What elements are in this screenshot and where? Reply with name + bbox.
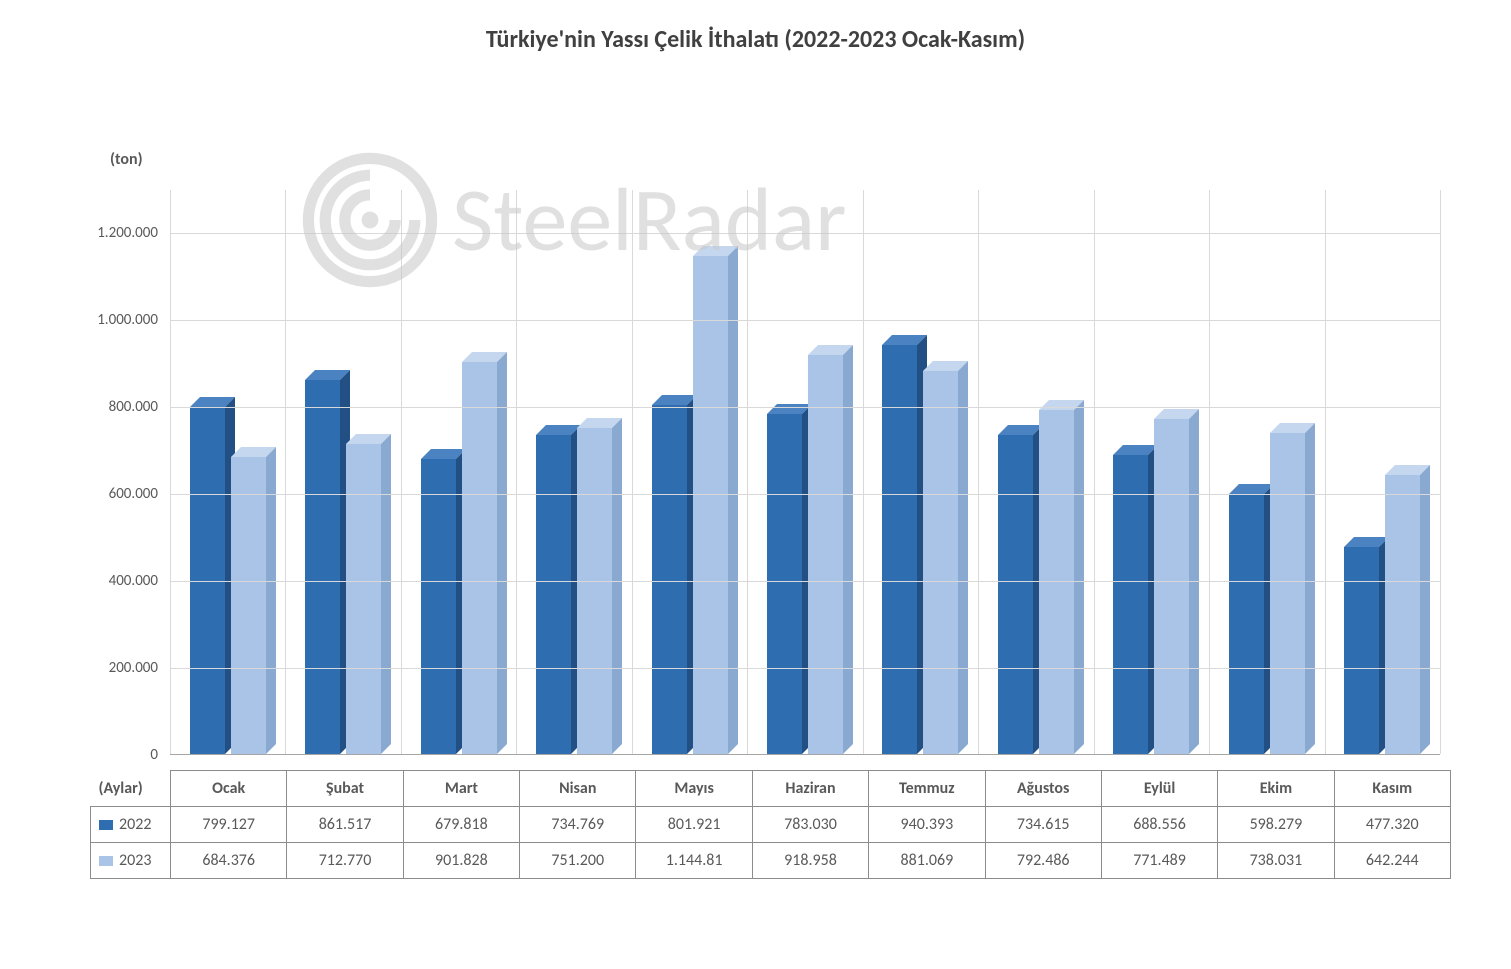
table-cell: 771.489 [1101, 843, 1217, 879]
bar [1385, 475, 1420, 754]
table-header-month: Ocak [171, 771, 287, 807]
bar [421, 459, 456, 754]
table-header-month: Temmuz [869, 771, 985, 807]
legend-swatch-icon [99, 856, 113, 866]
category-gridline [978, 190, 979, 754]
table-cell: 734.615 [985, 807, 1101, 843]
gridline [170, 581, 1440, 582]
table-cell: 792.486 [985, 843, 1101, 879]
data-table: (Aylar)OcakŞubatMartNisanMayısHaziranTem… [90, 770, 1451, 879]
bar [536, 435, 571, 754]
bar [693, 256, 728, 754]
bar [1344, 547, 1379, 754]
table-cell: 861.517 [287, 807, 403, 843]
category-gridline [1440, 190, 1441, 754]
bar [1113, 455, 1148, 754]
bar [1270, 433, 1305, 754]
table-header-month: Mart [403, 771, 519, 807]
category-gridline [285, 190, 286, 754]
table-cell: 918.958 [752, 843, 868, 879]
y-tick-label: 400.000 [109, 572, 170, 590]
table-cell: 712.770 [287, 843, 403, 879]
bar [577, 428, 612, 754]
table-header-month: Eylül [1101, 771, 1217, 807]
category-gridline [516, 190, 517, 754]
plot-area: 0200.000400.000600.000800.0001.000.0001.… [170, 190, 1440, 755]
bar [462, 362, 497, 754]
category-gridline [747, 190, 748, 754]
gridline [170, 233, 1440, 234]
table-header-month: Ekim [1218, 771, 1334, 807]
bar [346, 444, 381, 754]
table-header-month: Haziran [752, 771, 868, 807]
table-cell: 684.376 [171, 843, 287, 879]
gridline [170, 494, 1440, 495]
table-header-months-label: (Aylar) [91, 771, 171, 807]
y-tick-label: 600.000 [109, 485, 170, 503]
table-cell: 598.279 [1218, 807, 1334, 843]
y-tick-label: 1.000.000 [97, 311, 170, 329]
category-gridline [170, 190, 171, 754]
table-cell: 738.031 [1218, 843, 1334, 879]
table-header-month: Kasım [1334, 771, 1450, 807]
bars-layer [170, 190, 1440, 754]
chart-container: Türkiye'nin Yassı Çelik İthalatı (2022-2… [0, 0, 1511, 969]
series-legend-cell: 2022 [91, 807, 171, 843]
table-cell: 901.828 [403, 843, 519, 879]
y-tick-label: 800.000 [109, 398, 170, 416]
y-tick-label: 0 [150, 746, 170, 764]
table-row: 2022799.127861.517679.818734.769801.9217… [91, 807, 1451, 843]
table-cell: 751.200 [520, 843, 636, 879]
table-cell: 679.818 [403, 807, 519, 843]
chart-title: Türkiye'nin Yassı Çelik İthalatı (2022-2… [0, 25, 1511, 54]
gridline [170, 320, 1440, 321]
bar [923, 371, 958, 754]
bar [305, 380, 340, 754]
table-cell: 688.556 [1101, 807, 1217, 843]
category-gridline [632, 190, 633, 754]
category-gridline [1209, 190, 1210, 754]
series-legend-cell: 2023 [91, 843, 171, 879]
bar [808, 355, 843, 754]
series-name: 2022 [119, 815, 151, 834]
y-axis-unit-label: (ton) [110, 150, 143, 169]
table-cell: 642.244 [1334, 843, 1450, 879]
y-tick-label: 200.000 [109, 659, 170, 677]
bar [1154, 419, 1189, 754]
table-header-month: Ağustos [985, 771, 1101, 807]
bar [1229, 494, 1264, 754]
gridline [170, 668, 1440, 669]
category-gridline [1325, 190, 1326, 754]
table-cell: 940.393 [869, 807, 985, 843]
table-cell: 734.769 [520, 807, 636, 843]
category-gridline [863, 190, 864, 754]
table-cell: 1.144.81 [636, 843, 752, 879]
category-gridline [401, 190, 402, 754]
table-cell: 801.921 [636, 807, 752, 843]
bar [231, 457, 266, 754]
legend-swatch-icon [99, 820, 113, 830]
table-cell: 783.030 [752, 807, 868, 843]
series-name: 2023 [119, 851, 151, 870]
y-tick-label: 1.200.000 [97, 224, 170, 242]
bar [652, 405, 687, 754]
table-header-month: Nisan [520, 771, 636, 807]
category-gridline [1094, 190, 1095, 754]
table-header-month: Şubat [287, 771, 403, 807]
table-header-month: Mayıs [636, 771, 752, 807]
table-row: 2023 684.376712.770901.828751.2001.144.81… [91, 843, 1451, 879]
gridline [170, 407, 1440, 408]
table-cell: 799.127 [171, 807, 287, 843]
table-cell: 881.069 [869, 843, 985, 879]
bar [767, 414, 802, 754]
bar [998, 435, 1033, 754]
table-cell: 477.320 [1334, 807, 1450, 843]
